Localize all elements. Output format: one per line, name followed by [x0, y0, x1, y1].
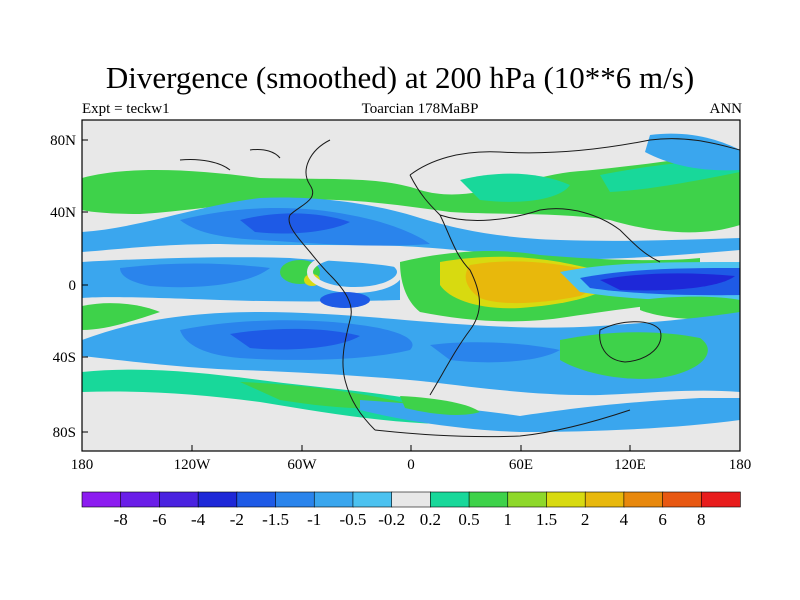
x-tick-label: 120E	[614, 457, 646, 473]
colorbar-label: -2	[230, 510, 244, 529]
coastlines	[179, 138, 740, 438]
y-tick-label: 80S	[53, 425, 76, 441]
season-label: ANN	[709, 101, 743, 117]
arctic-islands	[179, 149, 281, 171]
colorbar-labels: -8 -6 -4 -2 -1.5 -1 -0.5 -0.2 0.2 0.5 1 1.5 2 4 6 8	[114, 510, 706, 529]
colorbar-label: 6	[658, 510, 667, 529]
x-tick-label: 180	[71, 457, 94, 473]
eurasia-coast	[409, 138, 740, 176]
colorbar-label: -0.2	[378, 510, 405, 529]
colorbar-swatch	[468, 491, 509, 508]
south-polar-green	[400, 396, 480, 415]
equatorial-deep-blue	[320, 292, 370, 308]
north-africa-teal	[460, 173, 570, 202]
colorbar-swatch	[391, 491, 432, 508]
x-tick-label: 60W	[287, 457, 317, 473]
north-america-coast	[288, 139, 331, 276]
y-tick-label: 40S	[53, 350, 76, 366]
experiment-label: Expt = teckw1	[82, 101, 170, 117]
colorbar-label: -1	[307, 510, 321, 529]
axis-ticks	[81, 139, 741, 451]
period-label: Toarcian 178MaBP	[361, 101, 479, 117]
colorbar-label: 1	[504, 510, 513, 529]
colorbar-label: 2	[581, 510, 590, 529]
colorbar-label: -8	[114, 510, 128, 529]
colorbar-label: -6	[152, 510, 166, 529]
colorbar-label: -4	[191, 510, 206, 529]
antarctica-coast	[374, 409, 631, 438]
y-tick-label: 0	[69, 278, 77, 294]
x-tick-label: 120W	[174, 457, 212, 473]
indian-ocean-green	[640, 296, 740, 320]
south-atlantic-blue	[430, 342, 560, 363]
africa-coast	[429, 214, 480, 396]
colorbar-swatch	[546, 491, 586, 508]
colorbar-label: -0.5	[339, 510, 366, 529]
x-tick-label: 180	[729, 457, 752, 473]
colorbar-swatch	[313, 491, 354, 508]
y-tick-label: 40N	[50, 205, 76, 221]
indian-ocean-dark-blue	[600, 273, 735, 291]
colorbar-swatch	[700, 491, 741, 508]
south-deep-blue	[230, 328, 360, 350]
colorbar-swatch	[197, 491, 238, 508]
south-green-belt-2	[560, 332, 708, 379]
colorbar-label: 0.2	[420, 510, 441, 529]
equatorial-white-ring	[307, 251, 403, 293]
colorbar-swatch	[275, 491, 315, 508]
south-america-coast	[329, 274, 376, 431]
colorbar	[81, 491, 741, 508]
plot-title: Divergence (smoothed) at 200 hPa (10**6 …	[105, 60, 695, 95]
colorbar-swatch	[507, 491, 548, 508]
europe-coast	[409, 174, 661, 263]
colorbar-swatch	[81, 491, 122, 508]
south-polar-blue	[360, 398, 740, 432]
divergence-field	[82, 120, 740, 451]
x-tick-label: 60E	[509, 457, 533, 473]
colorbar-swatch	[352, 491, 393, 508]
south-green-belt	[82, 303, 160, 330]
x-tick-label: 0	[407, 457, 415, 473]
colorbar-swatch	[120, 491, 161, 508]
colorbar-label: -1.5	[262, 510, 289, 529]
colorbar-swatch	[623, 491, 664, 508]
colorbar-label: 8	[697, 510, 706, 529]
equatorial-mid-blue	[120, 263, 270, 288]
colorbar-swatch	[430, 491, 470, 508]
colorbar-label: 1.5	[536, 510, 557, 529]
colorbar-label: 0.5	[458, 510, 479, 529]
colorbar-swatch	[159, 491, 199, 508]
australia-coast	[599, 321, 662, 363]
colorbar-label: 4	[620, 510, 629, 529]
colorbar-swatch	[584, 491, 625, 508]
north-deep-blue	[240, 213, 350, 234]
colorbar-swatch	[662, 491, 703, 508]
northeast-blue-patch	[645, 133, 740, 171]
y-tick-label: 80N	[50, 133, 76, 149]
colorbar-swatch	[236, 491, 277, 508]
north-green-band	[82, 150, 740, 233]
